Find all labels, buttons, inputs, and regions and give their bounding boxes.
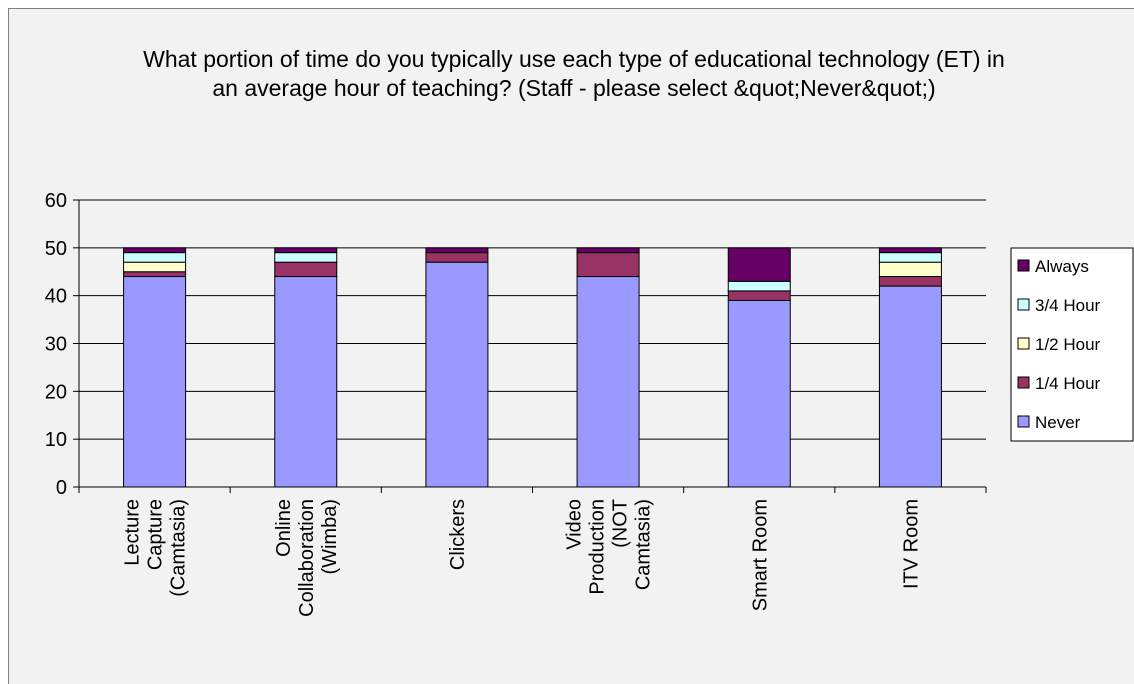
x-category-label: Clickers — [447, 499, 469, 570]
bar-segment-always — [425, 247, 489, 254]
x-category-label-line: Camtasia) — [633, 499, 655, 590]
x-category-label: Video Production (NOT Camtasia) — [564, 499, 655, 595]
x-category-label-line: Production — [587, 499, 609, 595]
bar-segment-3-4-hour — [727, 280, 791, 292]
x-category-label: ITV Room — [900, 499, 922, 589]
chart-area: What portion of time do you typically us… — [8, 8, 1134, 684]
bar-segment-3-4-hour — [878, 252, 942, 263]
legend-label: 3/4 Hour — [1035, 296, 1101, 315]
bar-segment-3-4-hour — [274, 252, 338, 263]
x-category-label-line: (Camtasia) — [168, 499, 190, 597]
bar-segment-never — [425, 261, 489, 488]
y-tick-label: 40 — [45, 286, 67, 308]
x-category-label: Smart Room — [749, 499, 771, 611]
legend-label: 1/4 Hour — [1035, 374, 1101, 393]
y-tick-label: 30 — [45, 334, 67, 356]
x-category-label-line: Video — [564, 499, 586, 550]
legend-label: Never — [1035, 413, 1081, 432]
x-category-label-line: Clickers — [447, 499, 469, 570]
x-category-label-line: Capture — [145, 499, 167, 570]
bar-segment-never — [274, 276, 338, 488]
legend-label: 1/2 Hour — [1035, 335, 1101, 354]
bar-segment-always — [727, 247, 791, 282]
x-category-label: Online Collaboration (Wimba) — [273, 499, 341, 617]
legend-swatch — [1017, 415, 1030, 428]
bar-segment-never — [727, 299, 791, 488]
bar-segment-never — [576, 276, 640, 488]
bar-segment-3-4-hour — [123, 252, 187, 263]
x-category-label-line: Collaboration — [296, 499, 318, 617]
bar-segment-1-2-hour — [878, 261, 942, 278]
bar-segment-always — [123, 247, 187, 254]
x-category-label: Lecture Capture (Camtasia) — [122, 499, 190, 597]
x-category-label-line: ITV Room — [900, 499, 922, 589]
legend-box — [1010, 247, 1134, 442]
y-tick-label: 60 — [45, 190, 67, 212]
y-tick-label: 0 — [56, 477, 67, 499]
bar-segment-1-4-hour — [123, 271, 187, 278]
bar-segment-never — [878, 285, 942, 488]
chart-title: What portion of time do you typically us… — [143, 46, 1005, 101]
bar-segment-always — [878, 247, 942, 254]
bar-segment-1-4-hour — [576, 252, 640, 278]
legend-swatch — [1017, 259, 1030, 272]
x-category-label-line: Smart Room — [749, 499, 771, 611]
y-tick-label: 10 — [45, 429, 67, 451]
bar-segment-never — [123, 276, 187, 488]
y-tick-label: 20 — [45, 381, 67, 403]
legend-swatch — [1017, 376, 1030, 389]
x-category-label-line: (Wimba) — [319, 499, 341, 575]
x-category-label-line: Lecture — [122, 499, 144, 566]
bar-segment-1-4-hour — [425, 252, 489, 263]
x-category-label-line: Online — [273, 499, 295, 557]
bar-segment-1-4-hour — [727, 290, 791, 301]
y-tick-label: 50 — [45, 238, 67, 260]
legend-label: Always — [1035, 257, 1089, 276]
bar-segment-always — [576, 247, 640, 254]
x-category-label-line: (NOT — [610, 499, 632, 548]
bar-segment-1-4-hour — [274, 261, 338, 278]
bar-segment-1-4-hour — [878, 276, 942, 287]
legend-swatch — [1017, 337, 1030, 350]
bar-segment-always — [274, 247, 338, 254]
legend-swatch — [1017, 298, 1030, 311]
bar-segment-1-2-hour — [123, 261, 187, 273]
